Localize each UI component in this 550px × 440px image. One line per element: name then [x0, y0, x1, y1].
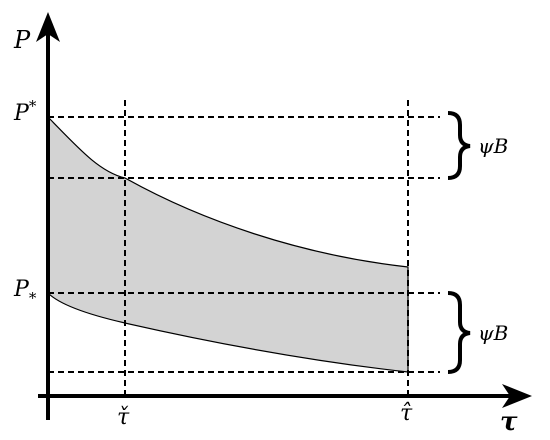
- p-script: *: [29, 289, 37, 307]
- brace-label: ψB: [478, 134, 508, 158]
- x-axis-label: τ: [500, 407, 518, 437]
- tau-check-label: τ̌: [117, 405, 130, 430]
- p-script: *: [29, 97, 37, 115]
- y-axis-label: P: [13, 26, 31, 54]
- tau-hat-label: τ̂: [400, 401, 413, 426]
- brace: [447, 291, 471, 374]
- p-base: P: [13, 101, 30, 126]
- p-upper-label: P*: [13, 97, 37, 126]
- shaded-region: [47, 115, 409, 373]
- p-base: P: [13, 277, 30, 302]
- brace-label: ψB: [478, 321, 508, 345]
- y-arrow: [36, 12, 60, 42]
- p-lower-label: P*: [13, 277, 37, 307]
- x-arrow: [502, 384, 532, 408]
- brace: [447, 111, 471, 180]
